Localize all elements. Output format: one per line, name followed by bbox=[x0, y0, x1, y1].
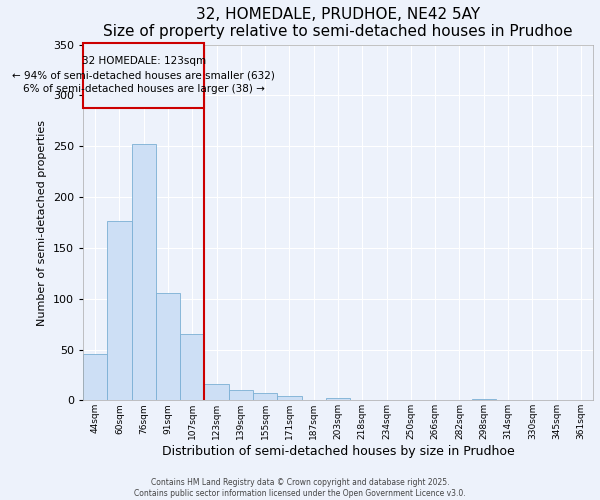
Bar bbox=[205, 384, 229, 400]
Bar bbox=[131, 144, 156, 400]
Bar bbox=[83, 354, 107, 401]
Bar bbox=[326, 398, 350, 400]
Bar bbox=[180, 334, 205, 400]
Text: Contains HM Land Registry data © Crown copyright and database right 2025.
Contai: Contains HM Land Registry data © Crown c… bbox=[134, 478, 466, 498]
Bar bbox=[253, 393, 277, 400]
Text: 32 HOMEDALE: 123sqm
← 94% of semi-detached houses are smaller (632)
6% of semi-d: 32 HOMEDALE: 123sqm ← 94% of semi-detach… bbox=[13, 56, 275, 94]
Bar bbox=[277, 396, 302, 400]
Title: 32, HOMEDALE, PRUDHOE, NE42 5AY
Size of property relative to semi-detached house: 32, HOMEDALE, PRUDHOE, NE42 5AY Size of … bbox=[103, 7, 573, 40]
FancyBboxPatch shape bbox=[83, 42, 205, 108]
X-axis label: Distribution of semi-detached houses by size in Prudhoe: Distribution of semi-detached houses by … bbox=[161, 445, 514, 458]
Bar bbox=[229, 390, 253, 400]
Y-axis label: Number of semi-detached properties: Number of semi-detached properties bbox=[37, 120, 47, 326]
Bar bbox=[107, 222, 131, 400]
Bar bbox=[156, 292, 180, 401]
